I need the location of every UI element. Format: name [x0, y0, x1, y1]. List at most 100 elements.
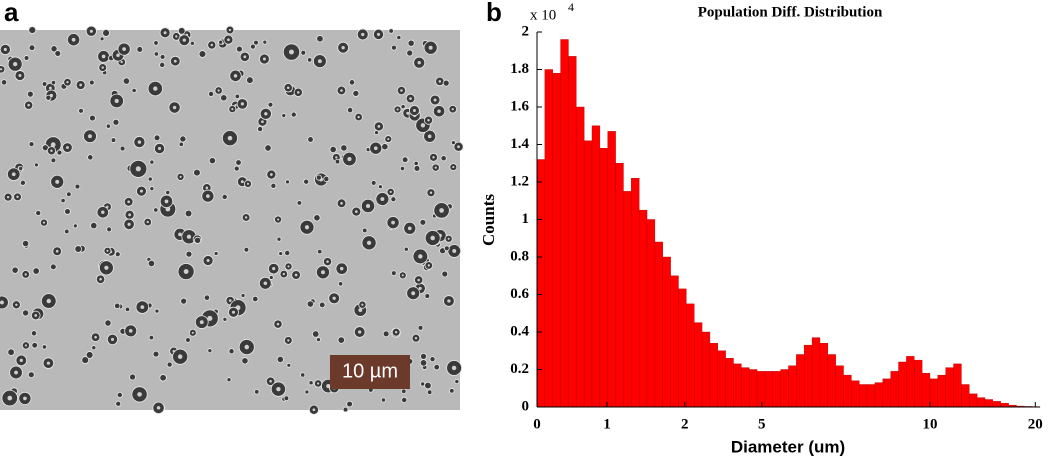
- y-tick-label: 1.8: [510, 61, 529, 77]
- droplet: [304, 179, 309, 184]
- droplet: [382, 143, 388, 149]
- droplet: [75, 246, 82, 253]
- droplet: [404, 247, 408, 251]
- droplet-center: [297, 91, 300, 94]
- droplet-center: [264, 281, 268, 285]
- droplet: [19, 166, 23, 170]
- droplet: [22, 240, 28, 246]
- droplet-center: [415, 337, 417, 339]
- bar: [977, 398, 985, 407]
- droplet-center: [178, 233, 182, 237]
- droplet-center: [439, 208, 444, 213]
- droplet: [113, 119, 119, 125]
- droplet-center: [66, 146, 69, 149]
- droplet-center: [229, 29, 231, 31]
- droplet-center: [333, 297, 336, 300]
- droplet: [455, 379, 459, 383]
- droplet: [244, 247, 249, 252]
- droplet-center: [287, 265, 289, 267]
- droplet-center: [269, 380, 272, 383]
- bar: [600, 148, 608, 407]
- droplet-center: [14, 371, 18, 375]
- droplet: [421, 382, 425, 386]
- bar: [812, 338, 820, 407]
- droplet: [28, 372, 34, 378]
- droplet: [236, 160, 242, 166]
- droplet: [50, 264, 56, 270]
- droplet: [154, 208, 158, 212]
- x-tick-label: 2: [681, 416, 689, 432]
- droplet-center: [347, 157, 351, 161]
- droplet-center: [231, 108, 233, 110]
- droplet: [418, 325, 423, 330]
- y-multiplier-exponent: 4: [568, 0, 574, 14]
- droplet: [282, 113, 286, 117]
- droplet: [297, 201, 302, 206]
- droplet-center: [355, 210, 358, 213]
- bar: [796, 355, 804, 408]
- droplet: [167, 362, 172, 367]
- droplet: [316, 338, 320, 342]
- droplet: [160, 374, 167, 381]
- droplet-center: [427, 119, 429, 121]
- droplet: [308, 137, 314, 143]
- bar: [655, 242, 663, 407]
- droplet: [305, 390, 309, 394]
- droplet-center: [295, 274, 298, 277]
- droplet: [221, 95, 227, 101]
- droplet: [335, 159, 340, 164]
- droplet-center: [361, 33, 364, 36]
- droplet-center: [421, 123, 425, 127]
- droplet-center: [395, 331, 397, 333]
- bar: [914, 360, 922, 407]
- droplet: [287, 363, 291, 367]
- droplet: [12, 267, 18, 273]
- droplet: [268, 102, 273, 107]
- droplet-center: [358, 330, 361, 333]
- droplet: [130, 374, 136, 380]
- droplet-center: [7, 196, 9, 198]
- droplet-center: [429, 46, 433, 50]
- droplet: [107, 227, 112, 232]
- droplet: [425, 294, 430, 299]
- droplet-center: [452, 108, 454, 110]
- bar: [781, 370, 789, 408]
- droplet: [125, 307, 130, 312]
- droplet-center: [99, 278, 102, 281]
- droplet: [190, 41, 194, 45]
- droplet-center: [227, 38, 230, 41]
- droplet: [103, 30, 110, 37]
- bar: [820, 343, 828, 407]
- droplet: [250, 44, 255, 49]
- bar: [867, 385, 875, 408]
- droplet: [180, 136, 186, 142]
- droplet-center: [366, 204, 370, 208]
- droplet-center: [317, 382, 319, 384]
- droplet: [407, 50, 413, 56]
- droplet-center: [243, 55, 246, 58]
- droplet: [88, 155, 93, 160]
- droplet: [301, 50, 306, 55]
- droplet-center: [56, 250, 59, 253]
- droplet: [194, 237, 200, 243]
- droplet-center: [4, 48, 7, 51]
- bar: [985, 400, 993, 408]
- droplet: [154, 52, 158, 56]
- y-tick-label: 0: [522, 398, 530, 414]
- droplet: [389, 29, 394, 34]
- droplet-center: [18, 74, 21, 77]
- droplet-center: [400, 89, 403, 92]
- droplet: [307, 58, 311, 62]
- droplet-center: [116, 54, 120, 58]
- droplet-center: [245, 216, 247, 218]
- droplet: [154, 135, 160, 141]
- bar: [859, 385, 867, 408]
- droplet: [444, 246, 449, 251]
- droplet-center: [179, 176, 181, 178]
- droplet: [312, 331, 319, 338]
- droplet: [343, 407, 348, 412]
- droplet: [284, 396, 289, 401]
- droplet: [42, 345, 46, 349]
- bar: [545, 70, 553, 408]
- droplet-center: [218, 89, 220, 91]
